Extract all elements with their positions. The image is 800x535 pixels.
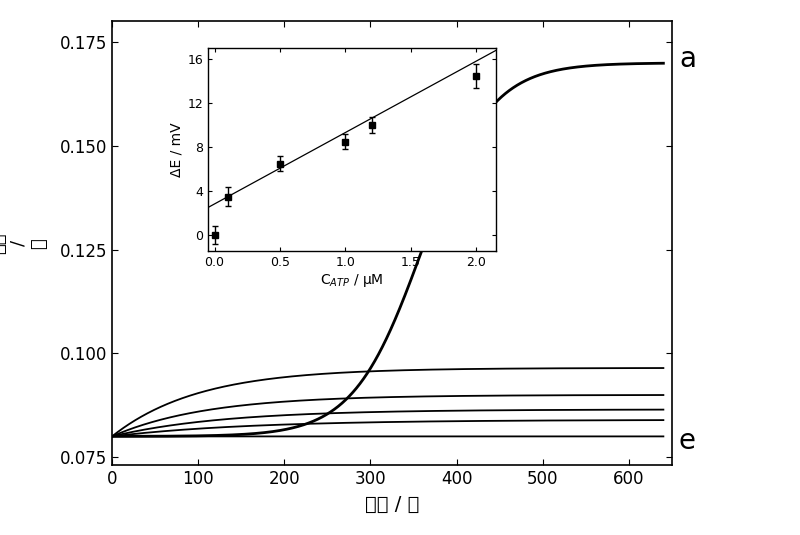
Text: a: a — [679, 45, 696, 73]
Text: e: e — [679, 426, 696, 455]
Y-axis label: ΔE / mV: ΔE / mV — [170, 123, 183, 177]
X-axis label: C$_{ATP}$ / μM: C$_{ATP}$ / μM — [320, 272, 384, 289]
Y-axis label: 电位
/
伏: 电位 / 伏 — [0, 233, 49, 254]
X-axis label: 时间 / 秒: 时间 / 秒 — [365, 495, 419, 514]
